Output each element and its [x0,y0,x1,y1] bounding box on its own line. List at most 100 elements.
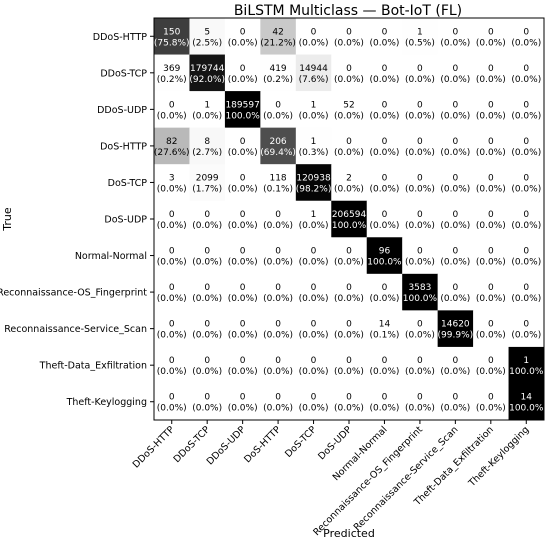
cell-count-label: 0 [240,210,246,220]
cell-percent-label: (0.0%) [370,367,400,377]
cell-count-label: 0 [488,173,494,183]
cell-percent-label: (2.7%) [192,148,222,158]
cell-percent-label: (0.0%) [476,75,506,85]
cell-count-label: 2 [346,173,352,183]
cell-percent-label: (0.0%) [334,367,364,377]
cell-percent-label: (0.0%) [511,111,541,121]
cell-percent-label: (0.1%) [263,184,293,194]
heatmap-cell [508,91,545,129]
heatmap-cell [295,18,332,55]
heatmap-cell [224,237,261,275]
heatmap-cell [473,310,509,348]
cell-count-label: 0 [452,283,458,293]
cell-percent-label: (0.0%) [157,331,187,341]
cell-percent-label: (0.0%) [228,148,258,158]
heatmap-cell [295,383,332,421]
heatmap-cell [224,18,261,55]
heatmap-cell [331,91,368,129]
cell-percent-label: (0.0%) [228,331,258,341]
heatmap-cell [366,91,403,129]
cell-count-label: 0 [523,173,529,183]
heatmap-cell [366,127,403,165]
cell-count-label: 0 [311,356,317,366]
cell-percent-label: (0.0%) [192,258,222,268]
heatmap-cell [189,18,226,55]
cell-count-label: 1 [523,356,529,366]
heatmap-cell [366,237,403,275]
cell-percent-label: (0.0%) [299,221,329,231]
cell-count-label: 0 [346,64,352,74]
cell-count-label: 3583 [408,283,431,293]
cell-count-label: 0 [488,210,494,220]
cell-count-label: 14944 [299,64,328,74]
cell-percent-label: (0.0%) [370,38,400,48]
cell-count-label: 0 [311,27,317,37]
cell-percent-label: (0.0%) [192,294,222,304]
heatmap-cell [508,127,545,165]
y-axis-ticks: DDoS-HTTP DDoS-TCP DDoS-UDP DoS-HTTP DoS-TCP… [0,32,154,408]
cell-percent-label: (0.0%) [334,184,364,194]
cell-count-label: 0 [488,393,494,403]
heatmap-cell [508,346,545,384]
cell-count-label: 0 [382,27,388,37]
cell-count-label: 0 [169,356,175,366]
heatmap-cell [473,164,509,202]
heatmap-cell [473,127,509,165]
heatmap-cell [295,91,332,129]
heatmap-cell [508,164,545,202]
cell-percent-label: (0.0%) [405,184,435,194]
cell-count-label: 0 [382,283,388,293]
heatmap-cell [437,273,474,311]
cell-percent-label: (0.0%) [228,258,258,268]
cell-count-label: 0 [169,100,175,110]
cell-count-label: 0 [488,320,494,330]
cell-percent-label: (0.0%) [405,331,435,341]
cell-count-label: 1 [311,137,317,147]
cell-count-label: 0 [169,210,175,220]
cell-percent-label: (0.2%) [157,75,187,85]
cell-count-label: 0 [488,100,494,110]
cell-percent-label: (21.2%) [260,38,296,48]
cell-count-label: 82 [166,137,177,147]
cell-percent-label: (100.0%) [364,258,405,268]
heatmap-cell [154,127,190,165]
cell-count-label: 0 [204,356,210,366]
cell-count-label: 0 [275,247,281,257]
cell-count-label: 0 [204,320,210,330]
heatmap-cell [260,346,297,384]
cell-percent-label: (0.0%) [263,367,293,377]
heatmap-cell [508,310,545,348]
heatmap-cell [154,54,190,92]
cell-percent-label: (0.0%) [370,148,400,158]
x-tick-label: DoS-HTTP [242,424,283,465]
cell-percent-label: (0.0%) [440,38,470,48]
heatmap-cell [366,200,403,238]
cell-count-label: 0 [452,64,458,74]
heatmap-cell [224,310,261,348]
cell-percent-label: (0.0%) [263,294,293,304]
cell-count-label: 118 [269,173,286,183]
cell-count-label: 0 [523,320,529,330]
heatmap-cell [437,91,474,129]
heatmap-cell [260,310,297,348]
cell-percent-label: (0.0%) [334,331,364,341]
cell-count-label: 0 [382,393,388,403]
cell-count-label: 0 [204,210,210,220]
heatmap-cell [402,383,439,421]
heatmap-cell [508,237,545,275]
y-tick-label: DDoS-TCP [100,68,147,79]
heatmap-cell [331,273,368,311]
cell-count-label: 179744 [190,64,225,74]
heatmap-cell [189,273,226,311]
cell-count-label: 0 [311,247,317,257]
cell-percent-label: (0.3%) [299,148,329,158]
cell-count-label: 14 [379,320,391,330]
cell-count-label: 0 [204,283,210,293]
cell-count-label: 0 [275,320,281,330]
cell-percent-label: (100.0%) [222,111,263,121]
cell-percent-label: (0.0%) [263,404,293,414]
heatmap-cell [508,54,545,92]
heatmap-cell [260,200,297,238]
cell-count-label: 0 [346,393,352,403]
heatmap-cell [224,200,261,238]
